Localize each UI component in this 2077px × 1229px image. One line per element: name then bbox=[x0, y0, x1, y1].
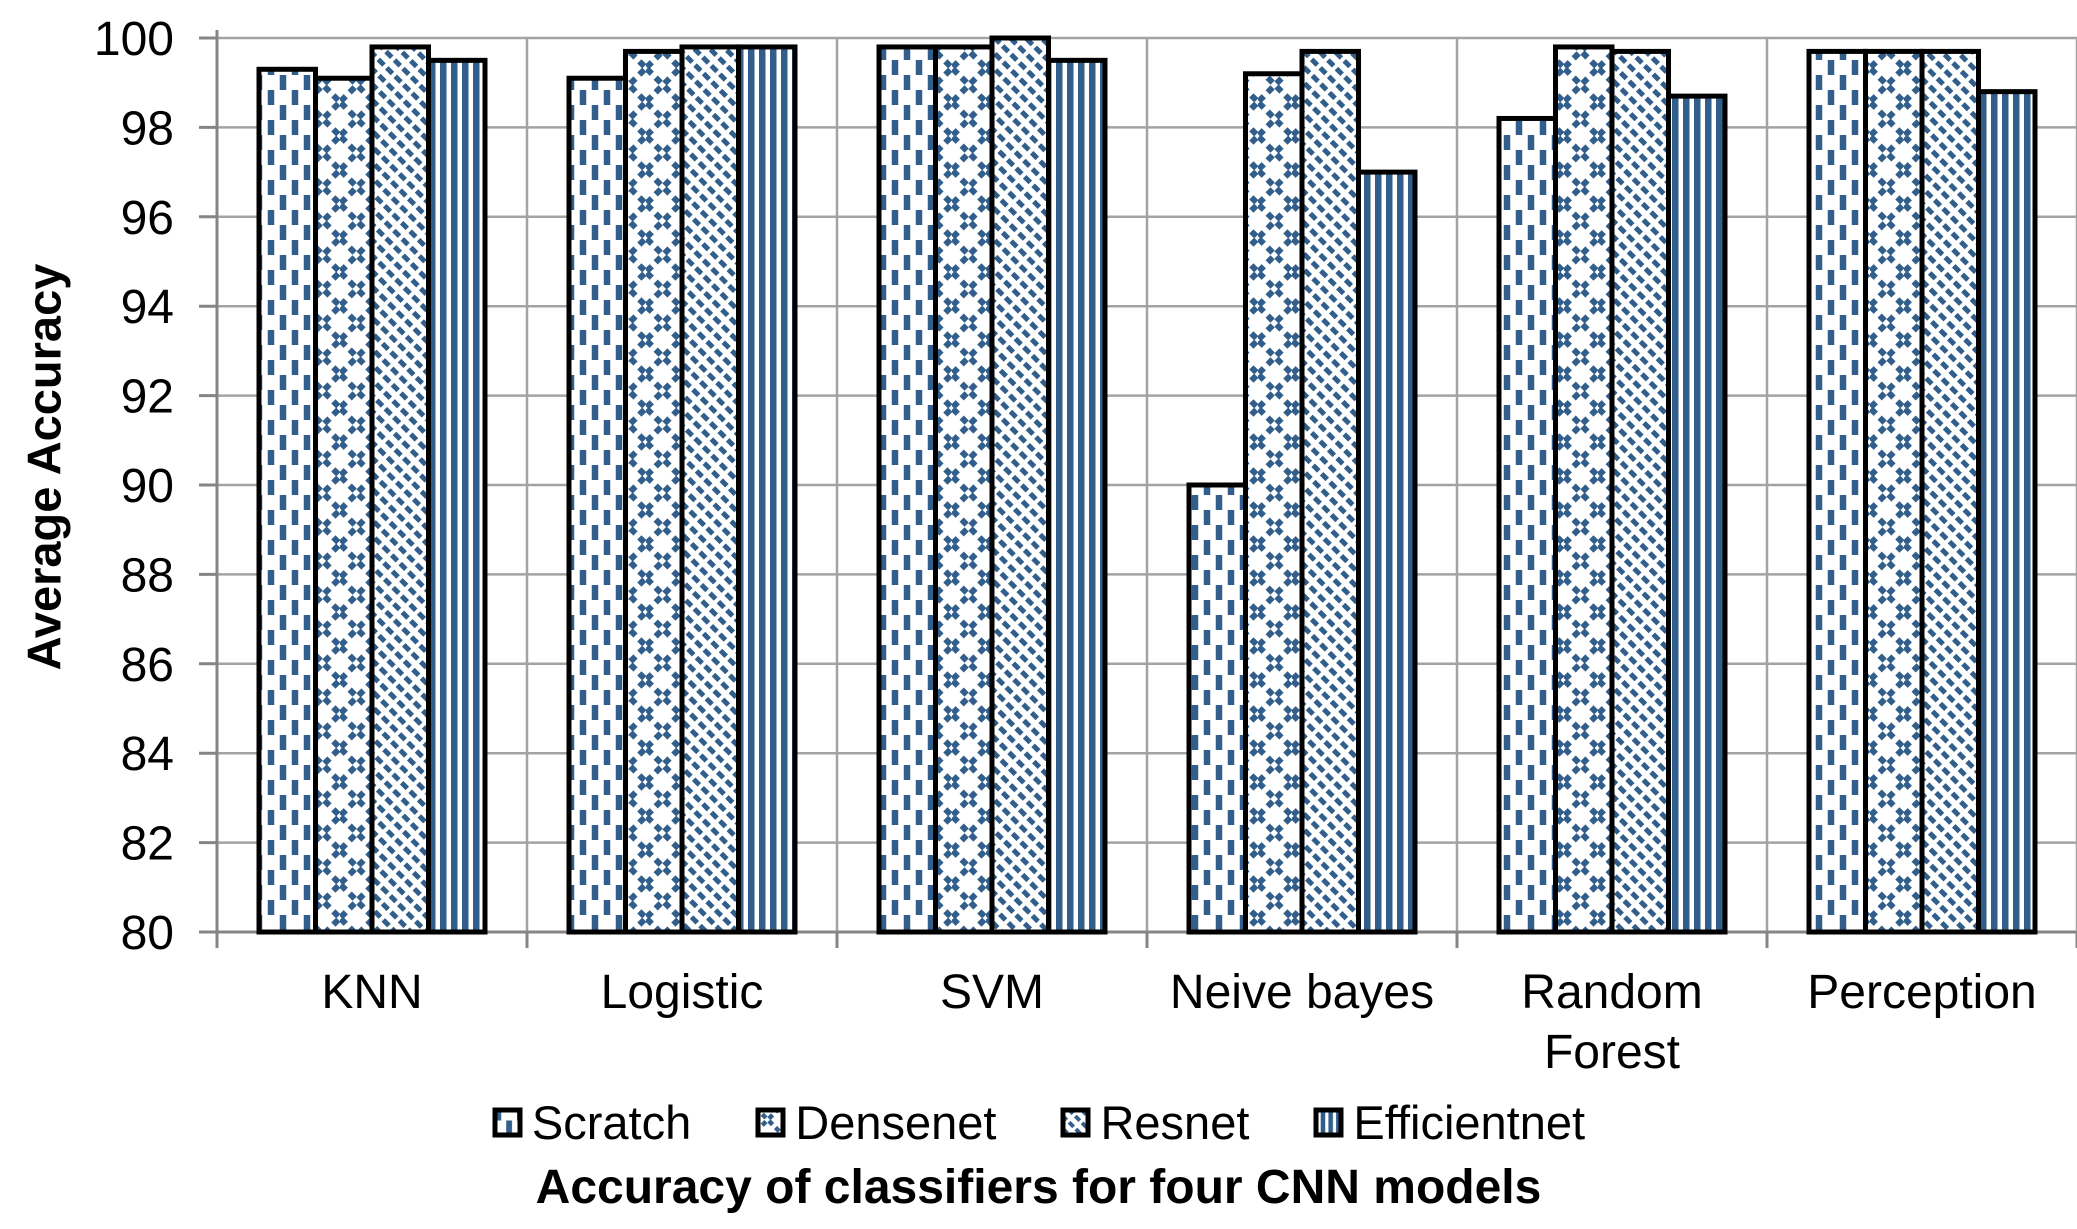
legend-label: Densenet bbox=[795, 1095, 997, 1149]
vertical-dashes-icon bbox=[492, 1107, 523, 1137]
bar-scratch-logistic bbox=[566, 75, 628, 935]
bar-scratch-neive-bayes bbox=[1186, 482, 1248, 935]
legend-item-efficientnet: Efficientnet bbox=[1313, 1095, 1585, 1150]
bar-resnet-random-forest bbox=[1609, 48, 1671, 935]
bar-efficientnet-random-forest bbox=[1666, 93, 1728, 935]
bar-resnet-logistic bbox=[679, 44, 741, 935]
bar-densenet-knn bbox=[313, 75, 375, 935]
legend-label: Efficientnet bbox=[1353, 1095, 1586, 1149]
bar-densenet-neive-bayes bbox=[1243, 71, 1305, 935]
y-tick-label: 96 bbox=[121, 192, 174, 245]
legend-label: Resnet bbox=[1100, 1095, 1250, 1149]
bar-densenet-perception bbox=[1863, 48, 1925, 935]
y-tick-label: 82 bbox=[121, 818, 174, 871]
bar-resnet-perception bbox=[1919, 48, 1981, 935]
bar-resnet-knn bbox=[369, 44, 431, 935]
legend: Scratch Densenet bbox=[0, 1092, 2077, 1152]
diagonal-weave-icon bbox=[755, 1107, 786, 1137]
legend-item-densenet: Densenet bbox=[755, 1095, 996, 1150]
bar-resnet-svm bbox=[989, 35, 1051, 935]
y-tick-label: 86 bbox=[121, 639, 174, 692]
x-category-label: Random bbox=[1521, 966, 1702, 1019]
y-tick-label: 90 bbox=[121, 460, 174, 513]
x-category-label: Forest bbox=[1544, 1026, 1680, 1079]
vertical-stripes-icon bbox=[1313, 1107, 1344, 1137]
bar-efficientnet-svm bbox=[1046, 57, 1108, 935]
chart-title: Accuracy of classifiers for four CNN mod… bbox=[535, 1161, 1542, 1214]
y-tick-label: 94 bbox=[121, 281, 174, 334]
bar-resnet-neive-bayes bbox=[1299, 48, 1361, 935]
bar-scratch-svm bbox=[876, 44, 938, 935]
y-tick-label: 100 bbox=[94, 13, 174, 66]
diagonal-dots-icon bbox=[1060, 1107, 1091, 1137]
bar-densenet-random-forest bbox=[1553, 44, 1615, 935]
bar-scratch-random-forest bbox=[1496, 115, 1558, 935]
legend-item-resnet: Resnet bbox=[1060, 1095, 1249, 1150]
x-category-label: KNN bbox=[321, 966, 422, 1019]
bar-densenet-logistic bbox=[623, 48, 685, 935]
legend-item-scratch: Scratch bbox=[492, 1095, 691, 1150]
y-tick-label: 92 bbox=[121, 371, 174, 424]
bar-densenet-svm bbox=[933, 44, 995, 935]
bar-efficientnet-perception bbox=[1976, 89, 2038, 935]
bar-scratch-perception bbox=[1806, 48, 1868, 935]
bar-efficientnet-logistic bbox=[736, 44, 798, 935]
y-tick-label: 84 bbox=[121, 728, 174, 781]
legend-label: Scratch bbox=[531, 1095, 692, 1149]
y-tick-label: 80 bbox=[121, 907, 174, 960]
y-axis-title: Average Accuracy bbox=[17, 263, 71, 671]
bar-efficientnet-knn bbox=[426, 57, 488, 935]
y-tick-label: 88 bbox=[121, 549, 174, 602]
bar-efficientnet-neive-bayes bbox=[1356, 169, 1418, 935]
x-category-label: SVM bbox=[940, 966, 1044, 1019]
x-category-label: Perception bbox=[1807, 966, 2036, 1019]
x-category-label: Neive bayes bbox=[1170, 966, 1434, 1019]
x-category-label: Logistic bbox=[601, 966, 764, 1019]
bar-scratch-knn bbox=[256, 66, 318, 935]
y-tick-label: 98 bbox=[121, 102, 174, 155]
